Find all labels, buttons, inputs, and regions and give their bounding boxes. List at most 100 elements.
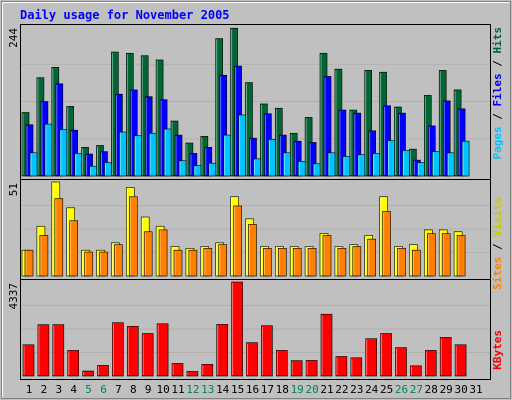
bar-traffic-pages-day-10 [163,128,172,177]
svg-text:Sites / Visits: Sites / Visits [491,197,504,290]
bar-visitors-sites-day-15 [233,205,242,277]
x-tick-label-day-16: 16 [246,383,259,396]
bar-kbytes-kbytes-day-14 [216,324,228,377]
x-tick-label-day-10: 10 [156,383,169,396]
bar-kbytes-kbytes-day-5 [82,370,94,377]
bar-visitors-sites-day-18 [277,248,287,277]
panel-traffic-bars [21,27,490,177]
bar-visitors-sites-day-9 [143,231,153,277]
bar-traffic-pages-day-12 [193,165,202,177]
legend-hits: Hits [491,27,504,54]
x-tick-label-day-1: 1 [26,383,33,396]
bar-traffic-pages-day-25 [387,140,395,177]
bar-traffic-files-day-11 [174,134,183,177]
x-tick-label-day-12: 12 [186,383,199,396]
x-tick-label-day-20: 20 [305,383,318,396]
bar-kbytes-kbytes-day-7 [112,322,124,377]
panel-visitors-ymax: 51 [7,183,20,196]
bar-visitors-sites-day-24 [367,238,377,277]
svg-text:KBytes: KBytes [491,330,504,370]
bar-traffic-files-day-8 [130,89,138,177]
legend-visits: Visits [491,197,504,237]
x-tick-label-day-6: 6 [100,383,107,396]
bar-kbytes-kbytes-day-24 [365,338,378,377]
bar-traffic-pages-day-30 [461,140,470,177]
bar-kbytes-kbytes-day-20 [305,360,318,377]
bar-kbytes-kbytes-day-4 [67,350,79,377]
x-tick-label-day-31: 31 [469,383,482,396]
x-tick-label-day-15: 15 [231,383,244,396]
bar-traffic-files-day-28 [427,125,436,177]
x-tick-label-day-29: 29 [440,383,453,396]
x-tick-label-day-13: 13 [201,383,214,396]
x-tick-label-day-21: 21 [320,383,333,396]
x-tick-label-day-4: 4 [70,383,77,396]
bar-traffic-pages-day-20 [312,163,321,177]
bar-visitors-sites-day-2 [39,235,49,277]
bar-kbytes-kbytes-day-19 [290,360,303,377]
bar-traffic-files-day-21 [323,76,332,177]
x-tick-label-day-25: 25 [380,383,393,396]
bar-kbytes-kbytes-day-1 [22,344,35,377]
legend-sites: Sites [491,257,504,290]
bar-traffic-pages-day-2 [44,123,53,177]
bar-traffic-files-day-4 [70,129,78,177]
bar-traffic-pages-day-24 [372,153,381,177]
bar-visitors-sites-day-1 [24,249,34,277]
bar-visitors-sites-day-7 [114,244,123,277]
bar-traffic-files-day-19 [293,140,302,177]
bar-kbytes-kbytes-day-9 [141,333,154,377]
bar-visitors-sites-day-21 [322,235,332,277]
bar-visitors-sites-day-19 [292,248,302,277]
legend-kbytes-group: KBytes [491,330,504,370]
bar-visitors-sites-day-12 [188,249,198,277]
bar-traffic-pages-day-16 [253,158,261,177]
panel-kbytes: 4337 [7,279,491,380]
bar-traffic-pages-day-15 [238,114,246,177]
x-tick-label-day-26: 26 [395,383,408,396]
bar-traffic-pages-day-26 [402,150,410,177]
bar-traffic-pages-day-7 [119,131,127,177]
bar-visitors-sites-day-11 [173,249,183,277]
panel-visitors-bars [21,181,490,277]
bar-visitors-sites-day-13 [203,248,213,277]
bar-kbytes-kbytes-day-10 [156,323,169,377]
bar-visitors-sites-day-23 [352,246,362,277]
legend-traffic: Pages / Files / Hits [491,27,504,160]
bar-traffic-pages-day-13 [208,162,217,177]
legend-sep-2: / [491,54,504,74]
bar-kbytes-kbytes-day-28 [424,350,437,377]
panel-traffic: 244 [7,24,491,180]
bar-traffic-pages-day-1 [29,152,38,177]
bar-traffic-pages-day-11 [178,160,187,177]
bar-visitors-sites-day-30 [456,235,466,277]
bar-kbytes-kbytes-day-25 [380,333,392,377]
bar-kbytes-kbytes-day-17 [261,325,273,377]
x-tick-label-day-7: 7 [115,383,122,396]
x-tick-label-day-9: 9 [145,383,152,396]
legend-files: Files [491,73,504,106]
bar-kbytes-kbytes-day-2 [37,324,50,377]
bar-traffic-pages-day-28 [431,151,440,177]
x-tick-label-day-17: 17 [261,383,274,396]
x-tick-label-day-2: 2 [41,383,48,396]
bar-visitors-sites-day-5 [84,251,93,277]
x-tick-label-day-22: 22 [335,383,348,396]
x-tick-label-day-11: 11 [171,383,184,396]
panel-traffic-ymax: 244 [7,28,20,48]
bar-visitors-sites-day-3 [54,198,64,277]
x-tick-label-day-5: 5 [85,383,92,396]
bar-traffic-pages-day-23 [357,154,366,177]
bar-traffic-pages-day-3 [59,129,68,177]
bar-visitors-sites-day-6 [99,251,108,277]
bar-visitors-sites-day-14 [218,244,227,277]
bar-traffic-pages-day-5 [89,165,97,177]
x-tick-label-day-3: 3 [55,383,62,396]
bar-traffic-hits-day-24 [364,70,373,177]
bar-traffic-files-day-26 [398,112,406,177]
legend-sep-1: / [491,107,504,127]
bar-traffic-files-day-1 [25,124,34,177]
bar-kbytes-kbytes-day-23 [350,357,363,377]
